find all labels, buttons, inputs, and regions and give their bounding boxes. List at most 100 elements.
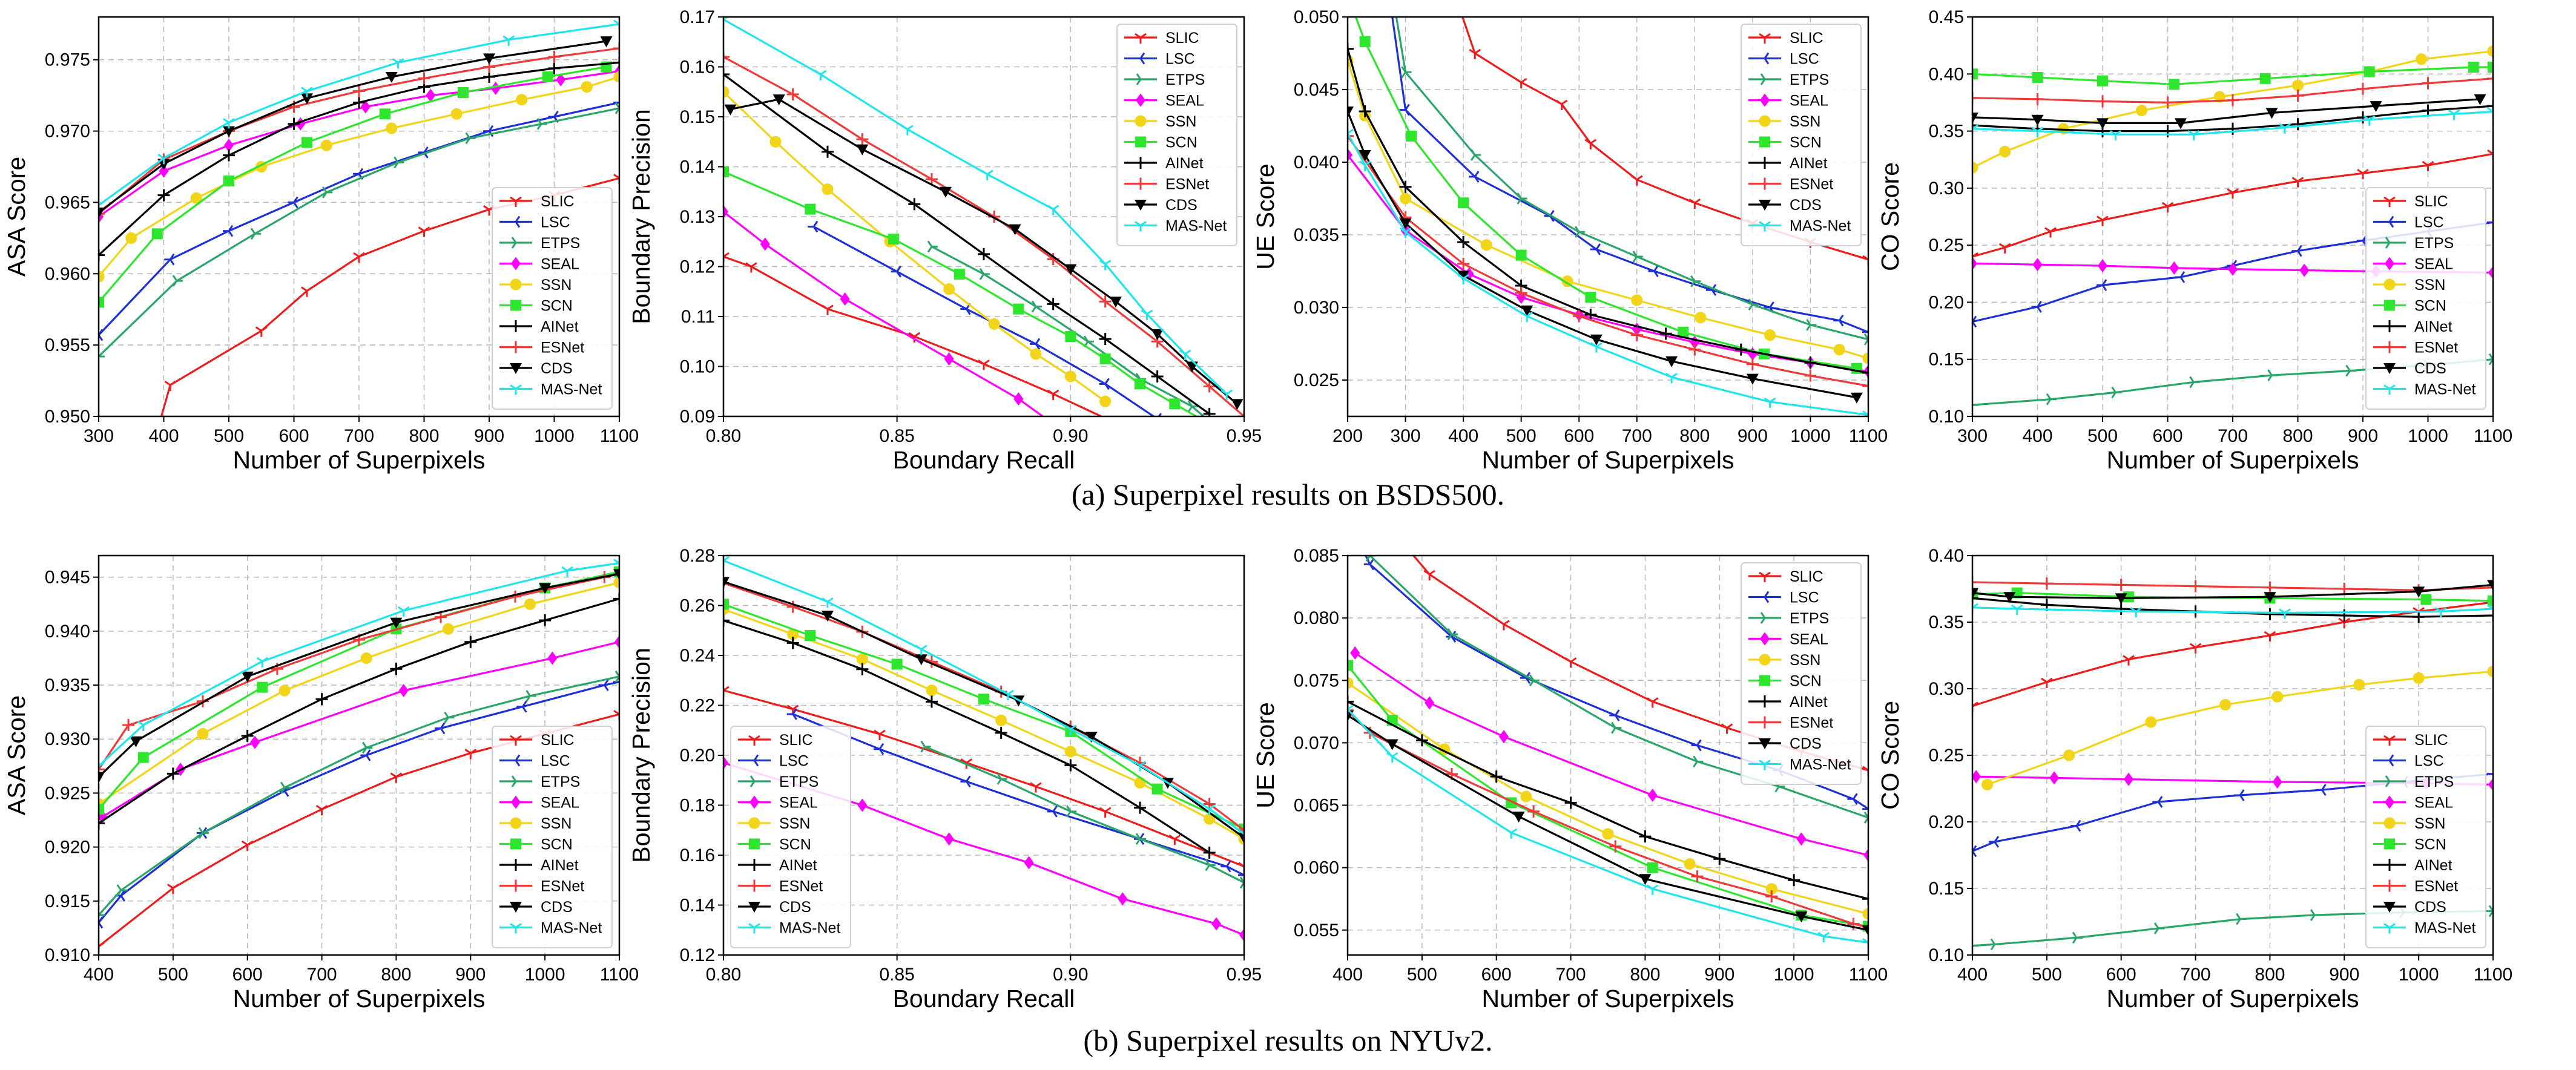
legend-label-lsc: LSC (2414, 214, 2444, 231)
series-line-slic (1972, 153, 2493, 258)
point-etps (525, 690, 536, 702)
point-lsc (2291, 245, 2302, 257)
legend-label-scn: SCN (1790, 673, 1822, 690)
y-tick-label: 0.17 (680, 7, 715, 27)
point-ainet (926, 695, 938, 708)
point-lsc (1220, 860, 1231, 873)
chart-1: 300 400 500 600 700 800 900 1000 1100 0.950 0.955 0… (2, 16, 639, 474)
point-ainet (1047, 298, 1059, 310)
series-line-scn (723, 171, 1199, 416)
legend-label-lsc: LSC (779, 753, 809, 770)
x-tick-label: 500 (2087, 426, 2118, 446)
point-scn (223, 176, 234, 187)
point-etps (1517, 192, 1527, 205)
point-lsc (1030, 338, 1041, 350)
point-mas-net (613, 559, 619, 569)
y-tick-label: 0.10 (680, 357, 715, 377)
chart-6-x-axis-label: Boundary Recall (893, 985, 1075, 1013)
legend-marker-etps (1760, 73, 1771, 85)
point-seal (159, 164, 169, 178)
y-tick-label: 0.965 (45, 192, 90, 212)
point-seal (2032, 258, 2043, 272)
series-line-ainet (723, 73, 1210, 415)
legend-marker-ainet (748, 859, 760, 871)
point-mas-net (301, 87, 313, 97)
series-line-ainet (1348, 700, 1868, 900)
caption-top: (a) Superpixel results on BSDS500. (1071, 478, 1505, 511)
series-line-seal (1972, 262, 2493, 274)
point-seal (2488, 266, 2493, 280)
point-esnet (122, 719, 135, 732)
legend-marker-ainet (1759, 157, 1771, 169)
chart-5-y-axis-label: ASA Score (2, 695, 30, 815)
y-tick-label: 0.35 (1929, 612, 1964, 632)
chart-6: 0.80 0.85 0.90 0.95 0.12 0.14 0.16 0.18 0.20 0.22… (627, 546, 1262, 1013)
x-tick-label: 800 (1679, 426, 1710, 446)
caption-bottom: (b) Superpixel results on NYUv2. (1083, 1023, 1493, 1057)
point-scn (99, 804, 104, 815)
point-etps (394, 156, 404, 169)
legend-label-seal: SEAL (1165, 93, 1204, 110)
point-slic (315, 804, 328, 816)
point-slic (1688, 198, 1701, 209)
legend-marker-ainet (2383, 320, 2396, 332)
legend-label-esnet: ESNet (541, 878, 584, 895)
x-tick-label: 1000 (2399, 965, 2439, 985)
y-tick-label: 0.26 (680, 596, 715, 616)
point-cds (1862, 925, 1868, 936)
point-ainet (723, 614, 730, 627)
y-tick-label: 0.22 (680, 696, 715, 716)
point-seal (723, 756, 728, 770)
legend-marker-ssn (1759, 115, 1771, 127)
y-tick-label: 0.030 (1294, 298, 1339, 318)
point-ssn (1400, 192, 1412, 205)
point-etps (920, 740, 931, 753)
x-tick-label: 700 (1622, 426, 1652, 446)
point-mas-net (2279, 608, 2291, 619)
point-seal (1972, 257, 1977, 271)
legend-label-ainet: AINet (541, 857, 579, 874)
y-tick-label: 0.09 (680, 407, 715, 427)
x-tick-label: 400 (2022, 426, 2052, 446)
legend-label-slic: SLIC (2414, 193, 2448, 210)
legend-label-ainet: AINet (779, 857, 817, 874)
point-mas-net (1099, 260, 1112, 271)
point-etps (1187, 400, 1198, 413)
y-tick-label: 0.070 (1294, 733, 1339, 753)
x-tick-label: 300 (1957, 426, 1988, 446)
legend-marker-lsc (510, 754, 521, 767)
legend-marker-mas-net (2383, 384, 2396, 395)
legend-marker-scn (510, 838, 521, 850)
legend-label-etps: ETPS (1165, 71, 1205, 88)
point-scn (99, 297, 104, 308)
chart-7-series (1348, 556, 1868, 949)
point-esnet (2264, 581, 2276, 594)
legend-marker-etps (511, 237, 522, 249)
point-scn (1065, 331, 1076, 342)
legend-marker-ssn (1759, 654, 1771, 666)
point-lsc (1099, 378, 1110, 390)
legend-marker-ssn (2383, 817, 2396, 829)
point-etps (172, 275, 183, 287)
point-cds (2175, 118, 2187, 130)
legend-label-scn: SCN (2414, 298, 2446, 315)
point-scn (954, 268, 965, 280)
point-etps (280, 781, 291, 794)
y-tick-label: 0.930 (45, 729, 90, 749)
point-lsc (1847, 793, 1858, 806)
series-line-esnet (723, 56, 1244, 416)
series-line-slic (723, 255, 1104, 416)
point-mas-net (723, 556, 730, 567)
legend-label-esnet: ESNet (779, 878, 823, 895)
y-tick-label: 0.075 (1294, 671, 1339, 691)
point-etps (1205, 415, 1207, 416)
legend-marker-ssn (510, 278, 522, 290)
point-esnet (2161, 96, 2174, 109)
point-cds (241, 671, 254, 683)
point-etps (996, 773, 1007, 786)
point-mas-net (1972, 603, 1978, 614)
y-tick-label: 0.050 (1294, 7, 1339, 27)
point-lsc (1469, 171, 1480, 183)
legend-marker-lsc (748, 754, 759, 767)
